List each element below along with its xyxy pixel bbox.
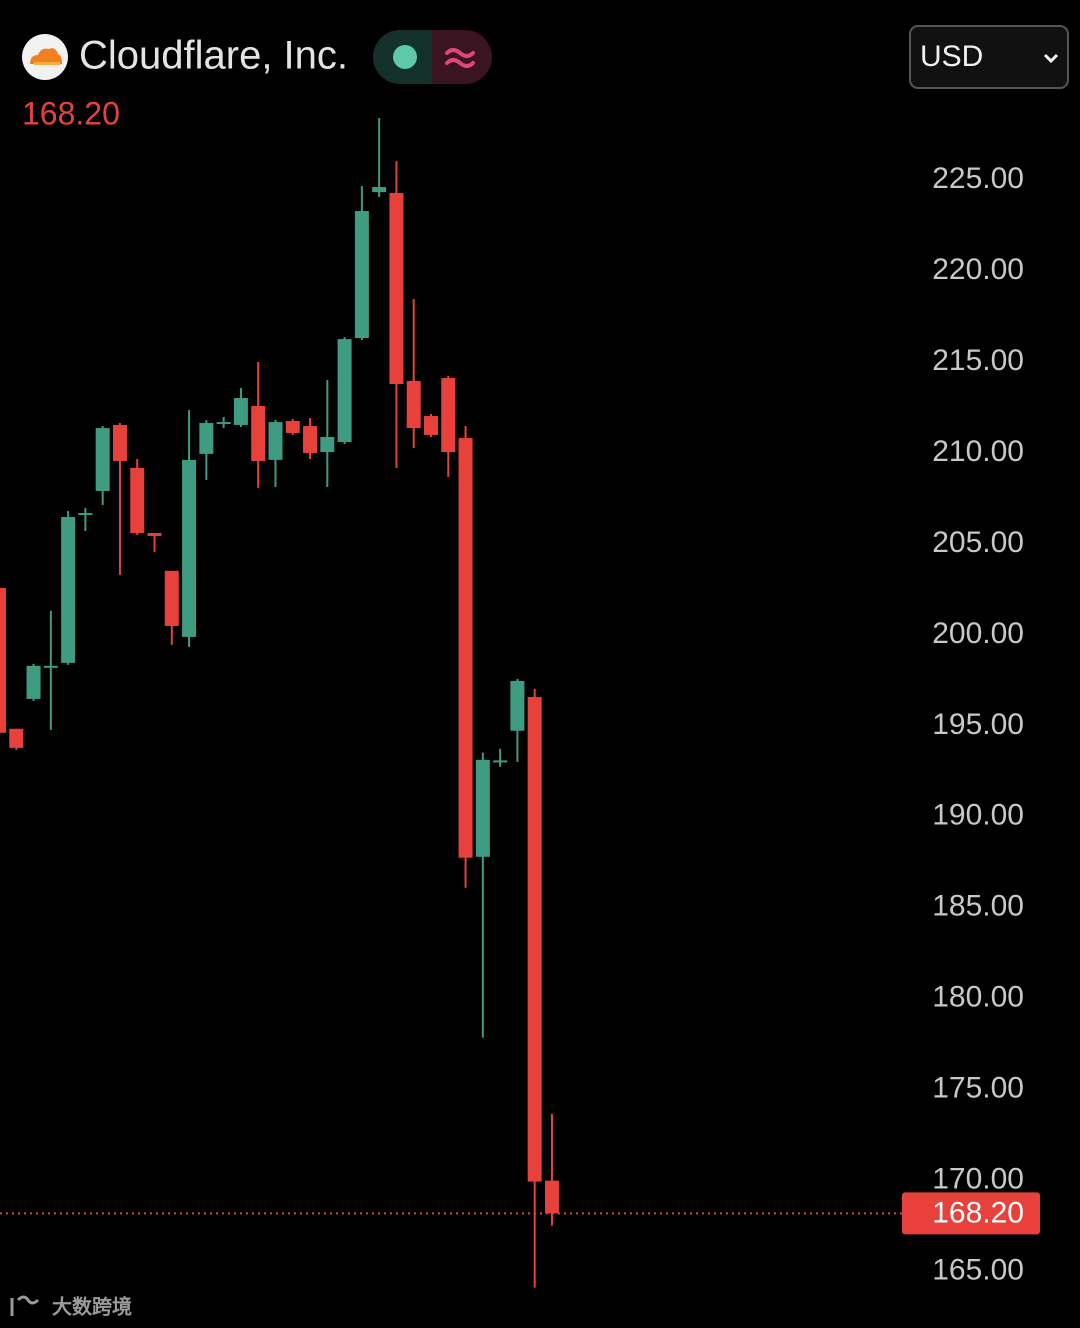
watermark-logo [10, 1295, 40, 1316]
plot: 165.00 170.00 175.00 180.00 185.00 190.00 195.… [0, 118, 1024, 1288]
y-tick-label: 175.00 [932, 1072, 1024, 1105]
candle-body [527, 696, 542, 1182]
candle-body [130, 467, 145, 534]
candle-body [9, 728, 24, 748]
candle-body [164, 570, 179, 626]
last-price-label: 168.20 [932, 1196, 1024, 1229]
last-price-tag [902, 1192, 1040, 1235]
candle-body [510, 680, 525, 731]
y-tick-label: 215.00 [932, 344, 1024, 377]
candle-body [199, 422, 214, 454]
candle-body [475, 759, 490, 857]
status-dot [393, 45, 417, 69]
candle-body [182, 459, 197, 637]
y-tick-label: 180.00 [932, 981, 1024, 1014]
approx-icon [445, 48, 475, 68]
candle-body [285, 420, 300, 433]
candle-body [43, 665, 58, 668]
candle-body [406, 380, 421, 429]
candle-body [147, 533, 162, 536]
candle-body [78, 513, 93, 516]
toggle-right [432, 30, 492, 84]
candle-body [216, 422, 231, 425]
candle-body [61, 517, 76, 663]
candle-body [0, 587, 6, 733]
candle-body [441, 378, 456, 453]
currency-dropdown[interactable]: USD [909, 25, 1069, 89]
header-price: 168.20 [22, 95, 120, 131]
candle-body [26, 665, 41, 699]
chart-title: Cloudflare, Inc. [79, 34, 348, 78]
y-tick-label: 205.00 [932, 526, 1024, 559]
candle-body [424, 416, 438, 435]
candle-body [544, 1180, 559, 1214]
logo-stripe [34, 62, 60, 65]
y-tick-label: 210.00 [932, 435, 1024, 468]
candle-body [303, 426, 318, 453]
y-tick-label: 185.00 [932, 890, 1024, 923]
dropdown-box [909, 25, 1069, 89]
candle-body [337, 339, 352, 443]
watermark: 大数跨境 [52, 1294, 132, 1318]
candle-body [95, 428, 110, 491]
dropdown-label: USD [920, 40, 983, 73]
y-tick-label: 190.00 [932, 799, 1024, 832]
logo-cloud [30, 48, 62, 64]
candle-body [268, 422, 283, 460]
y-tick-label: 225.00 [932, 162, 1024, 195]
candle-body [112, 424, 127, 461]
y-tick-label: 220.00 [932, 253, 1024, 286]
candle-body [320, 436, 335, 453]
candle-body [354, 211, 369, 339]
candle-body [389, 193, 404, 385]
y-tick-label: 195.00 [932, 708, 1024, 741]
candle-body [458, 438, 473, 858]
dropdown-chevron [1043, 53, 1059, 64]
toggle[interactable] [373, 30, 492, 84]
candle-body [251, 406, 266, 461]
candle-body [233, 398, 248, 425]
candle-body [493, 760, 508, 763]
y-tick-label: 200.00 [932, 617, 1024, 650]
candle-body [372, 187, 387, 193]
y-tick-label: 170.00 [932, 1163, 1024, 1196]
y-tick-label: 165.00 [932, 1254, 1024, 1287]
